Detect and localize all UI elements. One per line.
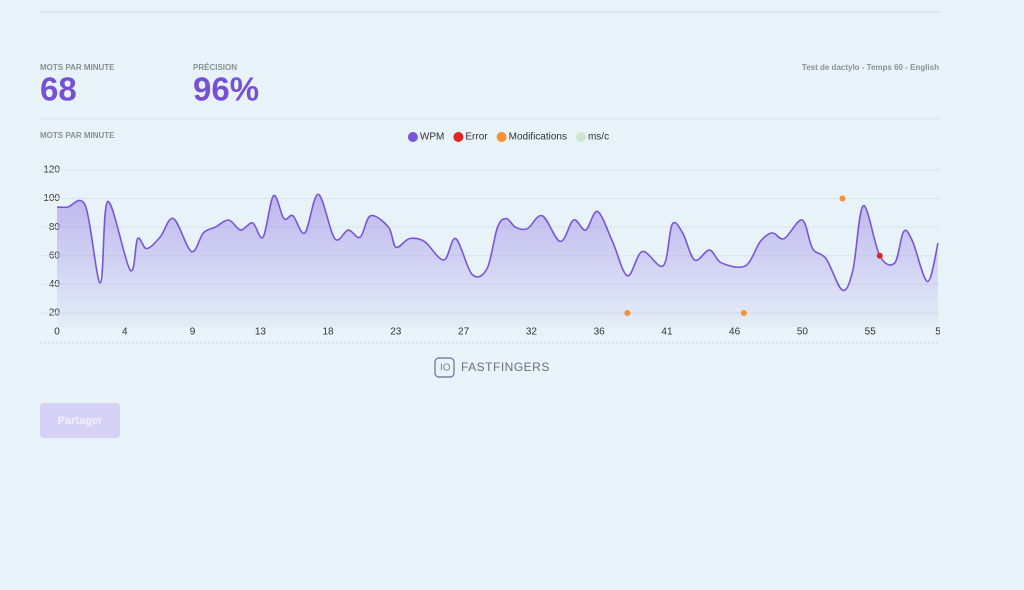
legend-swatch — [496, 132, 507, 142]
x-tick-label: 41 — [661, 327, 673, 338]
x-tick-label: 36 — [594, 327, 606, 338]
stat-value: 96% — [193, 71, 259, 108]
legend-label: Modifications — [509, 132, 567, 143]
x-tick-label: 18 — [322, 327, 334, 338]
chart-title: MOTS PAR MINUTE — [40, 131, 115, 140]
x-tick-label: 55 — [865, 327, 877, 338]
wpm-line — [56, 193, 939, 292]
point — [624, 309, 631, 316]
legend-label: Error — [465, 132, 488, 143]
brand-logo — [434, 357, 455, 378]
brand-name: FASTFINGERS — [461, 360, 550, 374]
x-tick-label: 9 — [190, 327, 196, 338]
x-tick-label: 50 — [797, 327, 809, 338]
brand-logo-glyph: IO — [440, 363, 451, 374]
share-button[interactable] — [40, 403, 120, 438]
x-tick-label: 0 — [54, 327, 60, 338]
legend-swatch — [453, 132, 464, 142]
x-tick-label: 32 — [526, 327, 538, 338]
x-tick-label: 5 — [935, 327, 941, 338]
stat-value: 68 — [40, 71, 77, 108]
legend-label: WPM — [420, 132, 444, 143]
stat-label: PRÉCISION — [193, 63, 237, 72]
legend-swatch — [407, 132, 418, 142]
x-tick-label: 46 — [729, 327, 741, 338]
point — [839, 195, 846, 202]
point — [740, 309, 747, 316]
x-tick-label: 27 — [458, 327, 470, 338]
x-tick-label: 23 — [390, 327, 402, 338]
legend-label: ms/c — [588, 132, 609, 143]
stat-label: MOTS PAR MINUTE — [40, 63, 115, 72]
x-tick-label: 13 — [255, 327, 267, 338]
point — [876, 252, 883, 259]
wpm-area — [57, 194, 938, 328]
share-button-label[interactable]: Partager — [58, 415, 103, 427]
x-tick-label: 4 — [122, 327, 128, 338]
test-info: Test de dactylo - Temps 60 - English — [802, 63, 939, 72]
legend-swatch — [575, 132, 586, 142]
